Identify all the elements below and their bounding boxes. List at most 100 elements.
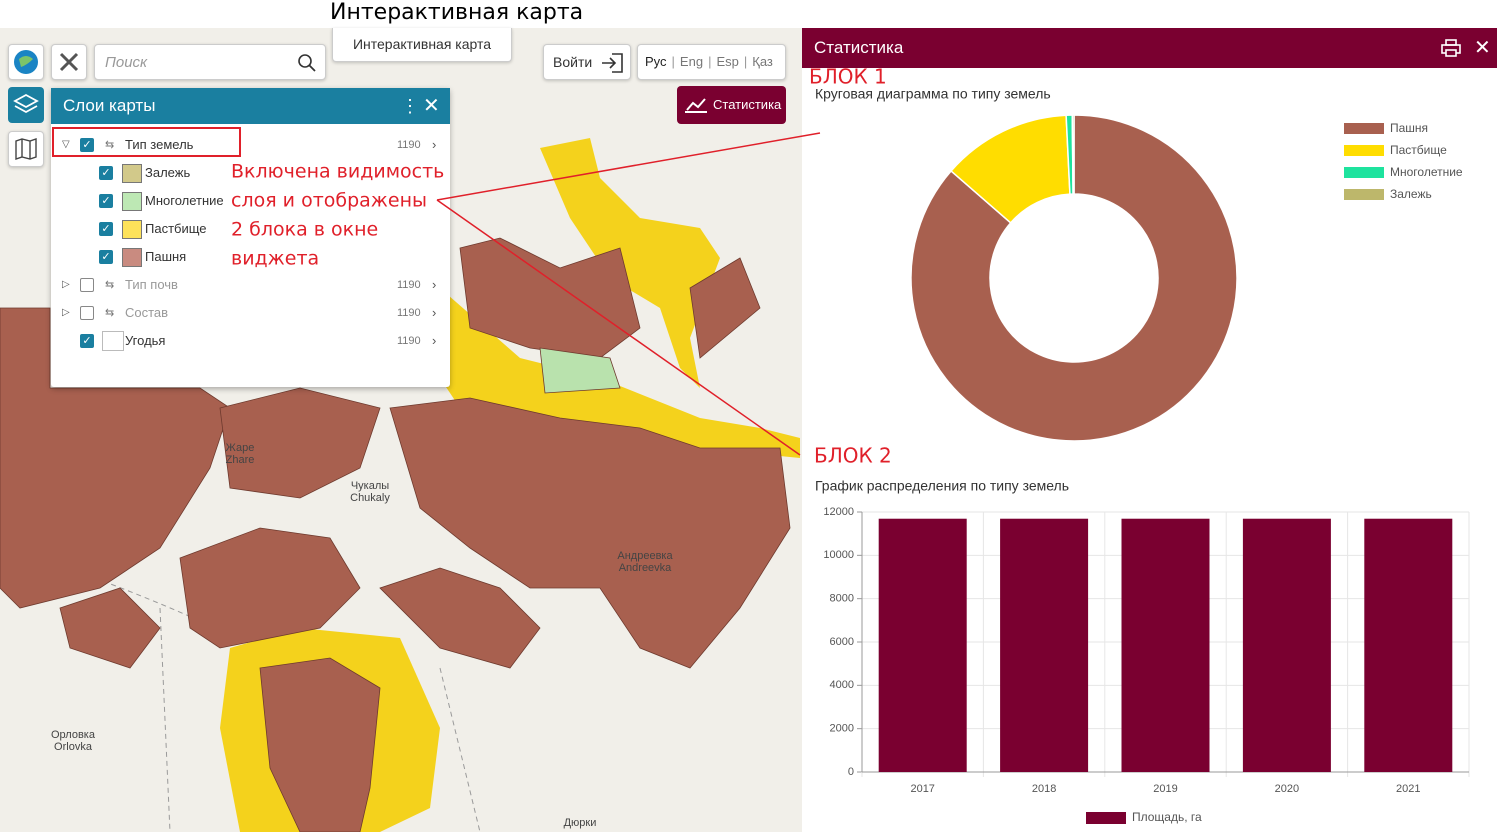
chart-title: График распределения по типу земель	[815, 478, 1069, 494]
class-name: Пастбище	[145, 221, 207, 236]
layer-name: Состав	[125, 305, 169, 320]
legend-swatch	[1086, 812, 1126, 824]
close-button[interactable]: ✕	[423, 95, 440, 117]
bar	[1121, 518, 1210, 772]
layer-name: Угодья	[125, 333, 166, 348]
language-option[interactable]: Eng	[679, 54, 704, 69]
icon	[685, 98, 707, 113]
swatch	[122, 220, 142, 239]
class-row: ✓ Пашня	[51, 243, 450, 271]
legend-label: Пастбище	[1390, 143, 1447, 157]
layer-arrow: ›	[432, 305, 437, 320]
statistics-button[interactable]: Статистика	[677, 86, 786, 124]
layers-panel: Слои карты ⋮ ✕ ▽ ✓ ⇆ Тип земель 1190 › ✓ Залежь…	[51, 88, 450, 387]
class-name: Залежь	[145, 165, 191, 180]
statistics-button-label: Статистика	[713, 97, 782, 112]
layer-count: 1190	[397, 139, 421, 151]
legend-label: Площадь, га	[1132, 810, 1202, 824]
separator: |	[743, 54, 748, 69]
icon	[15, 138, 37, 160]
x-tick-label: 2020	[1275, 783, 1299, 795]
swatch	[122, 192, 142, 211]
layer-icon: ⇆	[105, 279, 115, 291]
layer-icon: ⇆	[105, 307, 115, 319]
bar	[1000, 518, 1089, 772]
place-label: Орловка	[51, 729, 96, 741]
checkbox[interactable]: ✓	[99, 222, 113, 236]
x-tick-label: 2019	[1153, 783, 1177, 795]
place-label: Дюрки	[564, 817, 597, 829]
search-box[interactable]: Поиск	[94, 44, 326, 80]
login-icon	[602, 53, 623, 73]
checkbox[interactable]	[80, 306, 94, 320]
legend-swatch	[1344, 145, 1384, 156]
x-tick-label: 2017	[910, 783, 934, 795]
icon	[59, 52, 79, 72]
x-tick-label: 2018	[1032, 783, 1056, 795]
map-button[interactable]: Интерактивная карта	[332, 28, 512, 62]
login-label: Войти	[553, 54, 593, 70]
login-button[interactable]: Войти	[543, 44, 631, 80]
expand-toggle: ▷	[62, 279, 70, 290]
bar	[1364, 518, 1453, 772]
swatch	[122, 164, 142, 183]
layer-row: ▷ ⇆ Тип почв 1190 ›	[51, 271, 450, 299]
expand-toggle: ▷	[62, 307, 70, 318]
bar	[878, 518, 967, 772]
y-tick-label: 6000	[830, 636, 854, 648]
basemap-button[interactable]	[8, 131, 44, 167]
layers-panel-title: Слои карты	[63, 96, 156, 115]
statistics-header: Статистика ✕	[802, 28, 1497, 68]
pie-slice	[1071, 114, 1075, 195]
page-title: Интерактивная карта	[330, 0, 584, 25]
checkbox[interactable]: ✓	[99, 250, 113, 264]
layer-row: ▷ ⇆ Состав 1190 ›	[51, 299, 450, 327]
legend-label: Пашня	[1390, 121, 1428, 135]
layer-count: 1190	[397, 335, 421, 347]
language-option[interactable]: Рус	[645, 54, 667, 69]
checkbox[interactable]: ✓	[99, 194, 113, 208]
statistics-title: Статистика	[814, 38, 904, 57]
layer-arrow: ›	[432, 277, 437, 292]
layer-arrow: ›	[432, 333, 437, 348]
y-tick-label: 10000	[823, 549, 854, 561]
legend-swatch	[1344, 123, 1384, 134]
language-option[interactable]: Қаз	[752, 54, 773, 69]
globe-button[interactable]	[8, 44, 44, 80]
search-placeholder: Поиск	[105, 54, 148, 71]
layers-button[interactable]	[8, 87, 44, 123]
legend-swatch	[1344, 189, 1384, 200]
legend-label: Залежь	[1390, 187, 1432, 201]
checkbox[interactable]: ✓	[80, 334, 94, 348]
y-tick-label: 12000	[823, 506, 854, 518]
layers-panel-header: Слои карты ⋮ ✕	[51, 88, 450, 124]
checkbox[interactable]: ✓	[99, 166, 113, 180]
place-label-latin: Zhare	[226, 454, 255, 466]
class-row: ✓ Многолетние	[51, 187, 450, 215]
y-tick-label: 0	[848, 766, 854, 778]
checkbox[interactable]	[80, 278, 94, 292]
close-button[interactable]: ✕	[1474, 37, 1491, 59]
place-label-latin: Andreevka	[619, 562, 672, 574]
language-option[interactable]: Esp	[716, 54, 739, 69]
menu-button[interactable]: ⋮	[401, 96, 419, 116]
class-name: Пашня	[145, 249, 187, 264]
chart-title: Круговая диаграмма по типу земель	[815, 86, 1051, 102]
print-button[interactable]	[1440, 38, 1462, 58]
swatch	[102, 331, 124, 351]
icon	[13, 93, 39, 114]
class-row: ✓ Пастбище	[51, 215, 450, 243]
legend-swatch	[1344, 167, 1384, 178]
place-label-latin: Orlovka	[54, 741, 93, 753]
layer-count: 1190	[397, 279, 421, 291]
class-row: ✓ Залежь	[51, 159, 450, 187]
icon	[14, 50, 38, 74]
tools-button[interactable]	[51, 44, 87, 80]
legend-label: Многолетние	[1390, 165, 1463, 179]
y-tick-label: 2000	[830, 723, 854, 735]
bar	[1242, 518, 1331, 772]
y-tick-label: 4000	[830, 679, 854, 691]
